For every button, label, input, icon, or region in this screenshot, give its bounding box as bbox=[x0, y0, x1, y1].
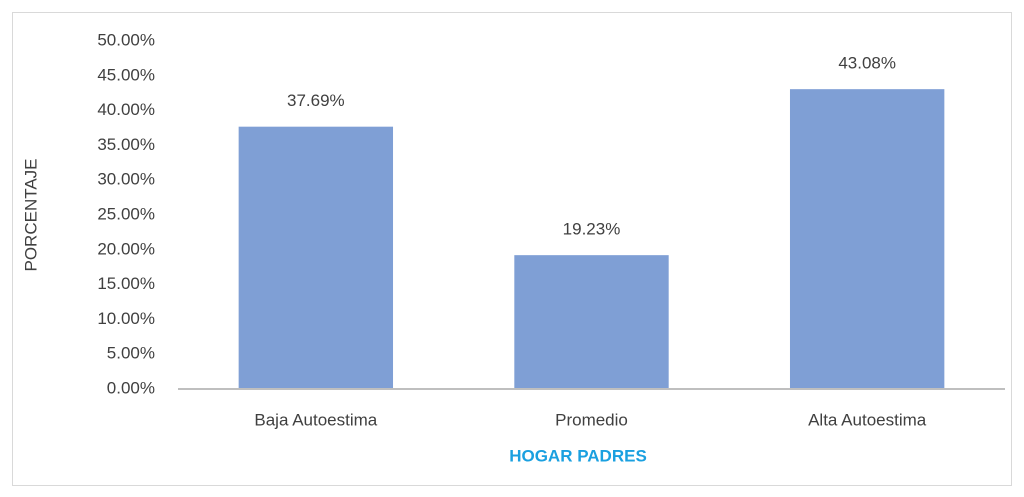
x-axis-title: HOGAR PADRES bbox=[509, 446, 647, 465]
bar bbox=[789, 89, 945, 389]
y-axis-title: PORCENTAJE bbox=[21, 158, 40, 271]
y-tick-label: 25.00% bbox=[97, 204, 155, 223]
bar bbox=[238, 126, 394, 389]
data-label: 43.08% bbox=[838, 54, 896, 73]
y-tick-label: 0.00% bbox=[107, 378, 155, 397]
x-tick-label: Promedio bbox=[555, 410, 628, 429]
y-tick-label: 15.00% bbox=[97, 274, 155, 293]
data-label: 37.69% bbox=[287, 91, 345, 110]
y-tick-label: 30.00% bbox=[97, 170, 155, 189]
y-tick-label: 10.00% bbox=[97, 309, 155, 328]
x-tick-label: Baja Autoestima bbox=[254, 410, 377, 429]
data-label: 19.23% bbox=[563, 220, 621, 239]
y-tick-label: 5.00% bbox=[107, 344, 155, 363]
y-tick-label: 20.00% bbox=[97, 239, 155, 258]
x-tick-label: Alta Autoestima bbox=[808, 410, 927, 429]
y-tick-label: 50.00% bbox=[97, 30, 155, 49]
y-tick-label: 35.00% bbox=[97, 135, 155, 154]
bar bbox=[514, 255, 669, 389]
y-tick-label: 45.00% bbox=[97, 65, 155, 84]
y-tick-label: 40.00% bbox=[97, 100, 155, 119]
